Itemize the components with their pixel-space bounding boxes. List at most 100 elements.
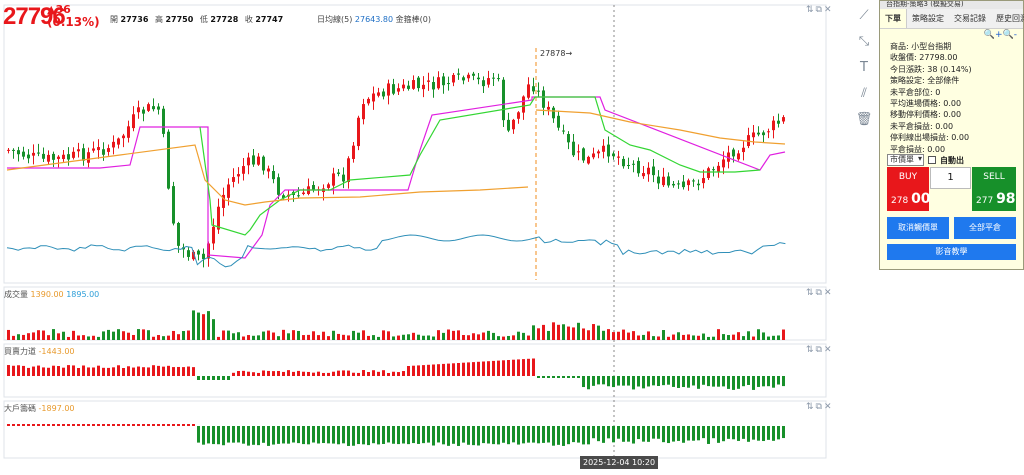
candle-body [577,151,580,153]
buysell-bar [142,367,145,376]
line-tool-icon[interactable]: ⟋ [859,7,869,23]
low-label: 低 [199,15,208,24]
buysell-pane-label: 買賣力道 -1443.00 [4,346,75,357]
buysell-bar [762,376,765,387]
buysell-bar [177,366,180,376]
buysell-pane-tools[interactable]: ⇅⧉✕ [806,345,834,355]
volume-bar [532,325,535,340]
candle-body [472,73,475,76]
flatten-all-button[interactable]: 全部平倉 [954,217,1016,239]
tab-strategy[interactable]: 策略設定 [912,14,944,23]
candle-body [367,98,370,104]
candle-body [557,115,560,128]
bigplayer-bar [722,426,725,442]
buysell-bar [652,376,655,386]
buysell-bar [677,376,680,388]
fan-tool-icon[interactable]: ⫽ [861,85,867,101]
bigplayer-bar [472,426,475,446]
volume-bar [622,329,625,340]
bigplayer-bar [17,424,20,426]
candle-body [672,183,675,186]
buysell-bar [147,367,150,376]
volume-bar [212,319,215,340]
info-line: 今日漲跌: 38 (0.14%) [890,64,972,74]
price-pane-tools[interactable]: ⇅⧉✕ [806,5,834,15]
bigplayer-bar [277,426,280,444]
polyline-tool-icon[interactable]: ⤡ [858,33,870,49]
candle-body [642,173,645,177]
buysell-bar [62,367,65,376]
volume-pane-tools[interactable]: ⇅⧉✕ [806,288,834,298]
candle-body [417,77,420,89]
candle-body [767,131,770,133]
buysell-bar [422,365,425,376]
volume-bar [742,336,745,340]
volume-bar [692,335,695,340]
bigplayer-bar [607,426,610,439]
bigplayer-bar [302,426,305,445]
bigplayer-bar [247,426,250,446]
cancel-trigger-button[interactable]: 取消觸價單 [887,217,949,239]
zoom-icons[interactable]: 🔍+🔍- [983,30,1017,40]
candle-body [397,88,400,92]
sell-price-small: 277 [976,196,994,206]
bigplayer-bar [397,426,400,445]
buysell-bar [387,372,390,376]
candle-body [587,156,590,164]
buysell-bar [217,376,220,380]
tab-order[interactable]: 下單 [880,9,907,28]
volume-bar [292,330,295,340]
bigplayer-bar [62,424,65,426]
ma-legend: 日均線(5) 27643.80 金箍棒(0) [317,14,431,25]
volume-bar [107,329,110,340]
bigplayer-bar [427,426,430,443]
tab-trade-log[interactable]: 交易記錄 [954,14,986,23]
volume-bar [402,334,405,340]
sell-button[interactable]: SELL 277 98 [972,167,1016,211]
tab-backtest[interactable]: 歷史回測 [996,14,1024,23]
bigplayer-bar [512,426,515,443]
candle-body [277,177,280,195]
ma-label: 日均線(5) [317,15,353,24]
volume-bar [427,335,430,340]
candle-body [582,148,585,161]
candle-body [332,173,335,186]
volume-bar [432,336,435,340]
bigplayer-bar [72,424,75,426]
buysell-bar [107,367,110,376]
order-type-select[interactable]: 市價單 [887,154,924,166]
buysell-bar [627,376,630,386]
bigplayer-bar [647,426,650,442]
bigplayer-pane-tools[interactable]: ⇅⧉✕ [806,402,834,412]
volume-bar [187,330,190,340]
buysell-bar [287,370,290,376]
buysell-bar [507,360,510,376]
buysell-bar [432,364,435,376]
candle-body [482,80,485,87]
candle-body [497,78,500,80]
buysell-bar [567,376,570,378]
auto-exit-checkbox[interactable] [928,156,936,164]
bigplayer-bar [367,426,370,446]
candle-body [572,141,575,156]
bigplayer-bar [517,426,520,445]
buy-button[interactable]: BUY 278 00 [887,167,931,211]
trash-icon[interactable]: 🗑 [855,111,873,127]
buysell-bar [492,360,495,376]
chart-area[interactable]: 27893277522761180004000040000-40002000-4… [0,0,856,475]
quantity-input[interactable]: 1 [930,167,971,189]
bigplayer-bar [467,426,470,445]
volume-bar [392,336,395,340]
candle-body [707,168,710,178]
buysell-bar [647,376,650,387]
volume-bar [142,329,145,340]
buysell-bar [457,363,460,376]
text-tool-icon[interactable]: T [860,59,868,75]
bigplayer-bar [312,426,315,443]
video-tutorial-button[interactable]: 影音教學 [887,244,1016,260]
bigplayer-bar [422,426,425,444]
candle-body [407,85,410,89]
volume-bar [242,336,245,340]
buysell-bar [402,371,405,376]
volume-bar [337,333,340,340]
